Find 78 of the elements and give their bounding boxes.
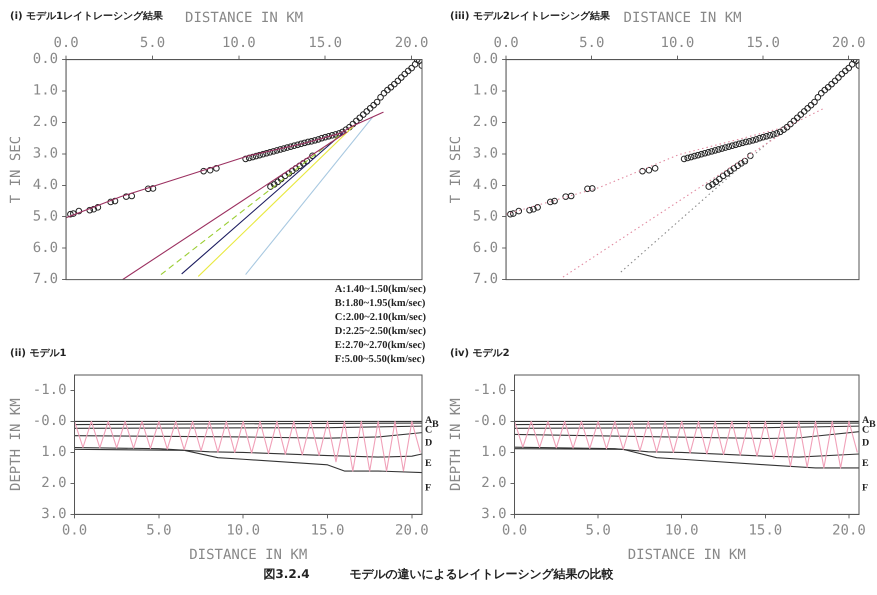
x-tick-label: 15.0 xyxy=(310,522,344,538)
text: B xyxy=(869,419,876,430)
y-tick-label: 5.0 xyxy=(472,208,498,224)
text: A:1.40~1.50(km/sec) xyxy=(334,283,426,297)
text: モデルの違いによるレイトレーシング結果の比較 xyxy=(350,566,614,583)
chart-title: (iv) モデル2 xyxy=(450,347,510,360)
x-tick-label: 15.0 xyxy=(748,522,782,538)
y-tick-label: 5.0 xyxy=(32,208,58,224)
y-tick-label: 0.0 xyxy=(472,51,498,68)
x-tick-label: 20.0 xyxy=(395,522,429,538)
x-tick-label: 5.0 xyxy=(579,34,604,51)
x-tick-label: 20.0 xyxy=(832,34,866,51)
y-tick-label: 3.0 xyxy=(32,146,58,162)
y-tick-label: 2.0 xyxy=(481,475,507,492)
y-tick-label: 2.0 xyxy=(32,114,58,130)
y-tick-label: 2.0 xyxy=(472,114,498,130)
y-tick-label: 3.0 xyxy=(481,506,507,522)
text: B xyxy=(432,419,439,430)
y-axis-title: T IN SEC xyxy=(448,136,464,204)
x-tick-label: 15.0 xyxy=(308,34,342,51)
x-tick-label: 5.0 xyxy=(140,34,166,51)
x-tick-label: 0.0 xyxy=(493,34,519,51)
x-tick-label: 10.0 xyxy=(226,522,260,538)
x-tick-label: 5.0 xyxy=(146,522,172,538)
y-tick-label: 3.0 xyxy=(472,146,498,162)
x-tick-label: 20.0 xyxy=(394,34,428,51)
text: E:2.70~2.70(km/sec) xyxy=(334,339,426,353)
x-axis-title: DISTANCE IN KM xyxy=(624,10,742,26)
y-tick-label: 7.0 xyxy=(472,271,498,288)
y-tick-label: 1.0 xyxy=(481,444,507,460)
y-tick-label: -1.0 xyxy=(472,382,507,398)
x-tick-label: 10.0 xyxy=(222,34,256,51)
x-tick-label: 0.0 xyxy=(502,522,528,538)
chart-title: (i) モデル1レイトレーシング結果 xyxy=(10,10,164,23)
y-tick-label: 7.0 xyxy=(32,271,58,288)
caption: 図3.2.4 xyxy=(263,566,310,583)
x-axis-title: DISTANCE IN KM xyxy=(189,547,308,564)
y-axis-title: DEPTH IN KM xyxy=(448,398,464,492)
x-tick-label: 15.0 xyxy=(746,34,780,51)
text: A xyxy=(425,415,433,426)
text: C xyxy=(425,424,432,436)
x-tick-label: 5.0 xyxy=(585,522,611,538)
y-tick-label: 6.0 xyxy=(472,240,498,256)
x-tick-label: 0.0 xyxy=(53,34,79,51)
y-tick-label: 4.0 xyxy=(472,176,498,193)
text: C:2.00~2.10(km/sec) xyxy=(334,311,426,325)
text: C xyxy=(862,424,870,436)
text: E xyxy=(425,458,432,469)
text: F xyxy=(425,482,432,494)
text: F:5.00~5.50(km/sec) xyxy=(334,353,426,367)
y-axis-title: DEPTH IN KM xyxy=(8,398,24,492)
y-axis-title: T IN SEC xyxy=(8,136,24,204)
y-tick-label: 1.0 xyxy=(41,444,67,460)
y-tick-label: -0.0 xyxy=(32,413,67,430)
text: F xyxy=(862,482,868,494)
x-tick-label: 0.0 xyxy=(62,522,88,538)
x-tick-label: 20.0 xyxy=(832,522,866,538)
y-tick-label: 1.0 xyxy=(32,82,58,99)
y-tick-label: 3.0 xyxy=(41,506,67,522)
x-tick-label: 10.0 xyxy=(664,522,699,538)
y-tick-label: 6.0 xyxy=(32,240,58,256)
text: D xyxy=(862,438,870,449)
x-axis-title: DISTANCE IN KM xyxy=(628,547,746,564)
y-tick-label: 2.0 xyxy=(41,475,67,492)
chart-title: (iii) モデル2レイトレーシング結果 xyxy=(450,10,610,23)
x-axis-title: DISTANCE IN KM xyxy=(185,10,304,26)
text: A xyxy=(862,415,870,426)
y-tick-label: 1.0 xyxy=(472,82,498,99)
text: E xyxy=(862,458,869,469)
text: D xyxy=(425,438,432,449)
y-tick-label: -0.0 xyxy=(472,413,507,430)
y-tick-label: -1.0 xyxy=(32,382,67,398)
y-tick-label: 0.0 xyxy=(32,51,58,68)
x-tick-label: 10.0 xyxy=(660,34,694,51)
text: D:2.25~2.50(km/sec) xyxy=(334,325,426,339)
chart-title: (ii) モデル1 xyxy=(10,347,66,360)
text: B:1.80~1.95(km/sec) xyxy=(334,297,426,311)
y-tick-label: 4.0 xyxy=(32,176,58,193)
